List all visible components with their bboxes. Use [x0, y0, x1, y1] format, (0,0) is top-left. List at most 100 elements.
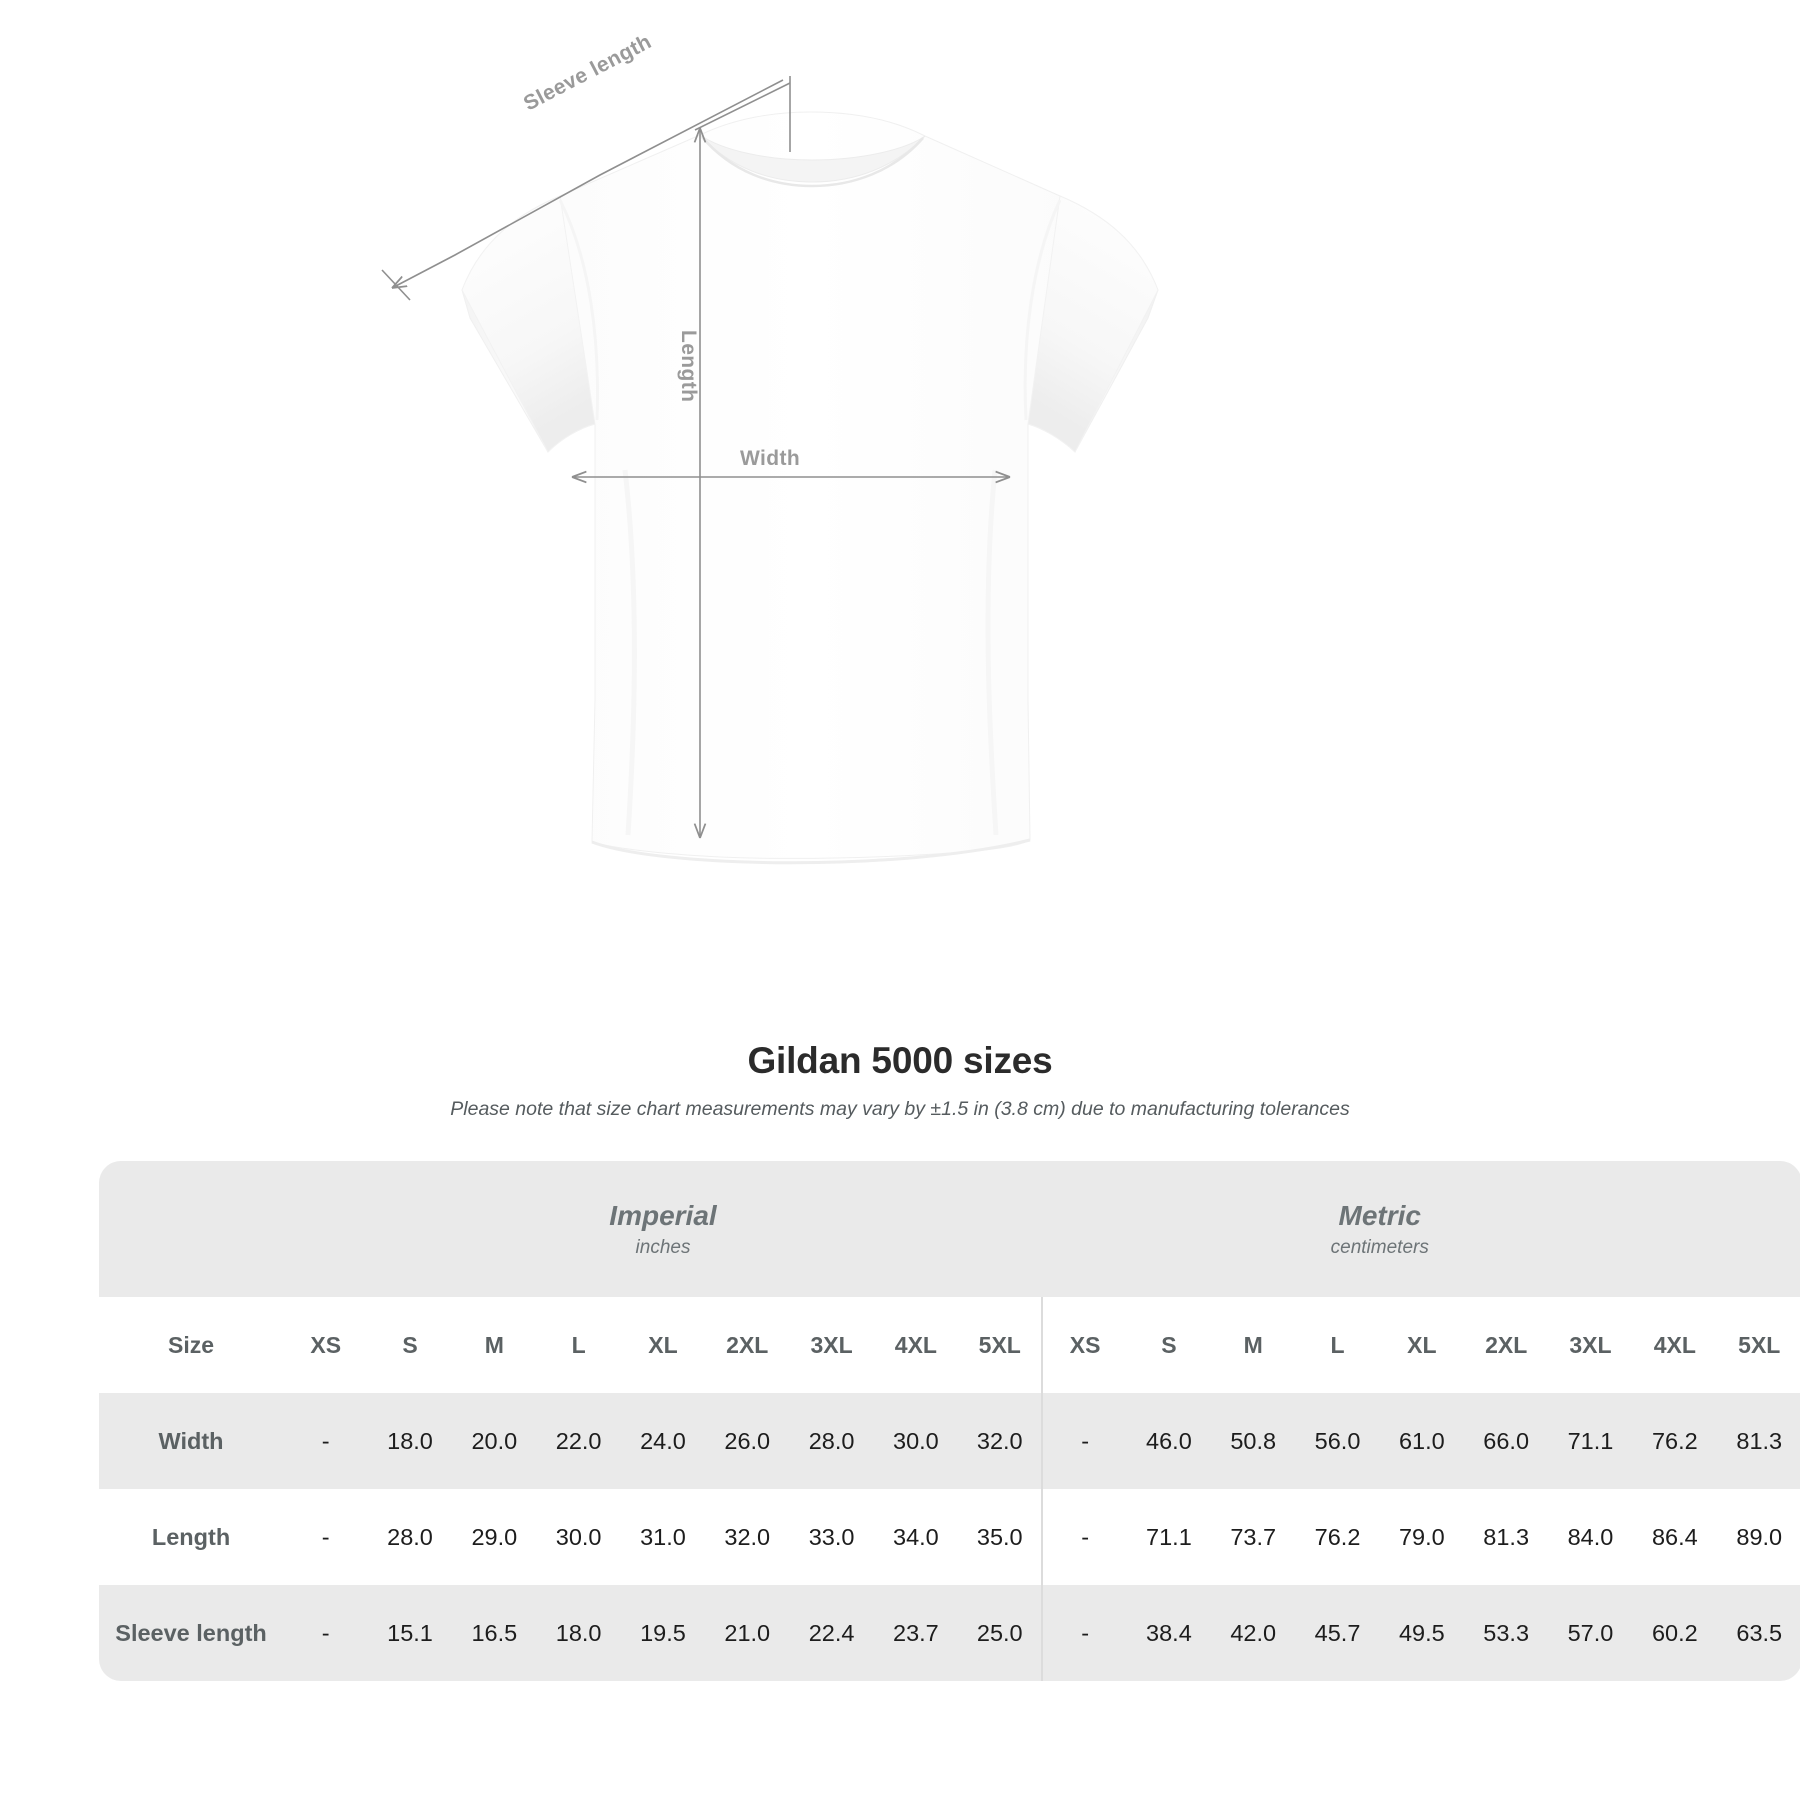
shirt-shape — [461, 111, 1159, 865]
unit-group-metric-name: Metric — [1338, 1199, 1421, 1231]
page-title: Gildan 5000 sizes — [747, 1040, 1053, 1081]
table-row: Width - 18.0 20.0 22.0 24.0 26.0 28.0 30… — [98, 1393, 1800, 1489]
cell-width-metric-xs: - — [1041, 1393, 1127, 1489]
cell-sleeve-metric-s: 38.4 — [1126, 1585, 1212, 1681]
table-row: Sleeve length - 15.1 16.5 18.0 19.5 21.0… — [98, 1585, 1800, 1681]
cell-width-metric-3xl: 71.1 — [1548, 1393, 1633, 1489]
size-header-imperial-xs: XS — [283, 1297, 368, 1393]
page-subtitle: Please note that size chart measurements… — [450, 1098, 1350, 1120]
size-header-metric-5xl: 5XL — [1717, 1297, 1800, 1393]
size-header-metric-xs: XS — [1041, 1297, 1127, 1393]
size-header-imperial-m: M — [452, 1297, 537, 1393]
row-label-width: Width — [98, 1393, 284, 1489]
cell-sleeve-imperial-2xl: 21.0 — [705, 1585, 790, 1681]
size-header-imperial-4xl: 4XL — [873, 1297, 959, 1393]
cell-sleeve-imperial-xl: 19.5 — [620, 1585, 706, 1681]
dimension-lines — [381, 76, 1010, 838]
width-label: Width — [740, 447, 801, 470]
size-header-metric-2xl: 2XL — [1464, 1297, 1549, 1393]
cell-width-metric-xl: 61.0 — [1379, 1393, 1465, 1489]
sleeve-tick-bottom — [381, 269, 411, 301]
cell-width-imperial-l: 22.0 — [536, 1393, 621, 1489]
cell-sleeve-metric-xs: - — [1041, 1585, 1127, 1681]
cell-width-imperial-xs: - — [283, 1393, 368, 1489]
tshirt-illustration: Sleeve length Length Width — [381, 30, 1159, 865]
cell-width-metric-m: 50.8 — [1211, 1393, 1296, 1489]
unit-group-imperial: Imperial inches — [283, 1161, 1043, 1297]
size-header-imperial-s: S — [367, 1297, 453, 1393]
size-header-metric-3xl: 3XL — [1548, 1297, 1633, 1393]
title-block: Gildan 5000 sizes Please note that size … — [0, 1040, 1800, 1121]
cell-width-metric-l: 56.0 — [1295, 1393, 1380, 1489]
cell-sleeve-imperial-xs: - — [283, 1585, 368, 1681]
sleeve-dimension-line — [392, 79, 784, 288]
unit-header-row: Imperial inches Metric centimeters — [98, 1161, 1800, 1297]
cell-sleeve-metric-5xl: 63.5 — [1717, 1585, 1800, 1681]
size-header-label: Size — [98, 1297, 284, 1393]
cell-length-metric-s: 71.1 — [1126, 1489, 1212, 1585]
cell-sleeve-metric-l: 45.7 — [1295, 1585, 1380, 1681]
cell-length-metric-2xl: 81.3 — [1464, 1489, 1549, 1585]
cell-length-metric-3xl: 84.0 — [1548, 1489, 1633, 1585]
cell-sleeve-imperial-5xl: 25.0 — [958, 1585, 1043, 1681]
cell-sleeve-metric-3xl: 57.0 — [1548, 1585, 1633, 1681]
cell-length-metric-xs: - — [1041, 1489, 1127, 1585]
unit-group-metric: Metric centimeters — [1042, 1161, 1718, 1297]
cell-length-imperial-4xl: 34.0 — [873, 1489, 959, 1585]
cell-width-imperial-5xl: 32.0 — [958, 1393, 1043, 1489]
unit-group-imperial-name: Imperial — [609, 1199, 717, 1231]
size-header-metric-xl: XL — [1379, 1297, 1465, 1393]
cell-length-imperial-l: 30.0 — [536, 1489, 621, 1585]
cell-length-imperial-m: 29.0 — [452, 1489, 537, 1585]
cell-length-metric-m: 73.7 — [1211, 1489, 1296, 1585]
size-header-metric-s: S — [1126, 1297, 1212, 1393]
cell-width-imperial-m: 20.0 — [452, 1393, 537, 1489]
size-header-imperial-2xl: 2XL — [705, 1297, 790, 1393]
size-header-imperial-3xl: 3XL — [789, 1297, 874, 1393]
tshirt-svg — [381, 76, 1159, 865]
cell-length-imperial-5xl: 35.0 — [958, 1489, 1043, 1585]
cell-length-metric-5xl: 89.0 — [1717, 1489, 1800, 1585]
size-header-row: Size XS S M L XL 2XL 3XL 4XL 5XL XS S M … — [98, 1297, 1800, 1393]
size-chart-container: Imperial inches Metric centimeters Size … — [47, 1161, 1800, 1681]
cell-sleeve-imperial-3xl: 22.4 — [789, 1585, 874, 1681]
cell-sleeve-imperial-m: 16.5 — [452, 1585, 537, 1681]
size-header-imperial-5xl: 5XL — [958, 1297, 1043, 1393]
size-header-metric-m: M — [1211, 1297, 1296, 1393]
unit-group-imperial-sub: inches — [635, 1236, 691, 1258]
table-row: Length - 28.0 29.0 30.0 31.0 32.0 33.0 3… — [98, 1489, 1800, 1585]
cell-length-metric-4xl: 86.4 — [1632, 1489, 1718, 1585]
cell-width-imperial-3xl: 28.0 — [789, 1393, 874, 1489]
unit-header-spacer — [98, 1161, 284, 1297]
size-chart-table: Imperial inches Metric centimeters Size … — [98, 1161, 1800, 1681]
cell-width-metric-4xl: 76.2 — [1632, 1393, 1718, 1489]
cell-length-imperial-xs: - — [283, 1489, 368, 1585]
cell-sleeve-imperial-4xl: 23.7 — [873, 1585, 959, 1681]
row-label-length: Length — [98, 1489, 284, 1585]
cell-length-metric-xl: 79.0 — [1379, 1489, 1465, 1585]
size-header-metric-l: L — [1295, 1297, 1380, 1393]
cell-sleeve-imperial-s: 15.1 — [367, 1585, 453, 1681]
cell-sleeve-metric-2xl: 53.3 — [1464, 1585, 1549, 1681]
sleeve-tick-top — [694, 82, 791, 131]
size-header-imperial-xl: XL — [620, 1297, 706, 1393]
cell-width-metric-2xl: 66.0 — [1464, 1393, 1549, 1489]
cell-width-imperial-xl: 24.0 — [620, 1393, 706, 1489]
row-label-sleeve-length: Sleeve length — [98, 1585, 284, 1681]
size-header-imperial-l: L — [536, 1297, 621, 1393]
unit-group-metric-sub: centimeters — [1330, 1236, 1429, 1258]
unit-header-spacer-right — [1717, 1161, 1800, 1297]
cell-length-metric-l: 76.2 — [1295, 1489, 1380, 1585]
cell-width-imperial-2xl: 26.0 — [705, 1393, 790, 1489]
cell-sleeve-metric-m: 42.0 — [1211, 1585, 1296, 1681]
cell-width-metric-5xl: 81.3 — [1717, 1393, 1800, 1489]
cell-sleeve-metric-xl: 49.5 — [1379, 1585, 1465, 1681]
cell-length-imperial-s: 28.0 — [367, 1489, 453, 1585]
cell-width-metric-s: 46.0 — [1126, 1393, 1212, 1489]
cell-sleeve-imperial-l: 18.0 — [536, 1585, 621, 1681]
cell-length-imperial-xl: 31.0 — [620, 1489, 706, 1585]
size-header-metric-4xl: 4XL — [1632, 1297, 1718, 1393]
cell-length-imperial-2xl: 32.0 — [705, 1489, 790, 1585]
cell-width-imperial-s: 18.0 — [367, 1393, 453, 1489]
length-label: Length — [677, 330, 700, 403]
